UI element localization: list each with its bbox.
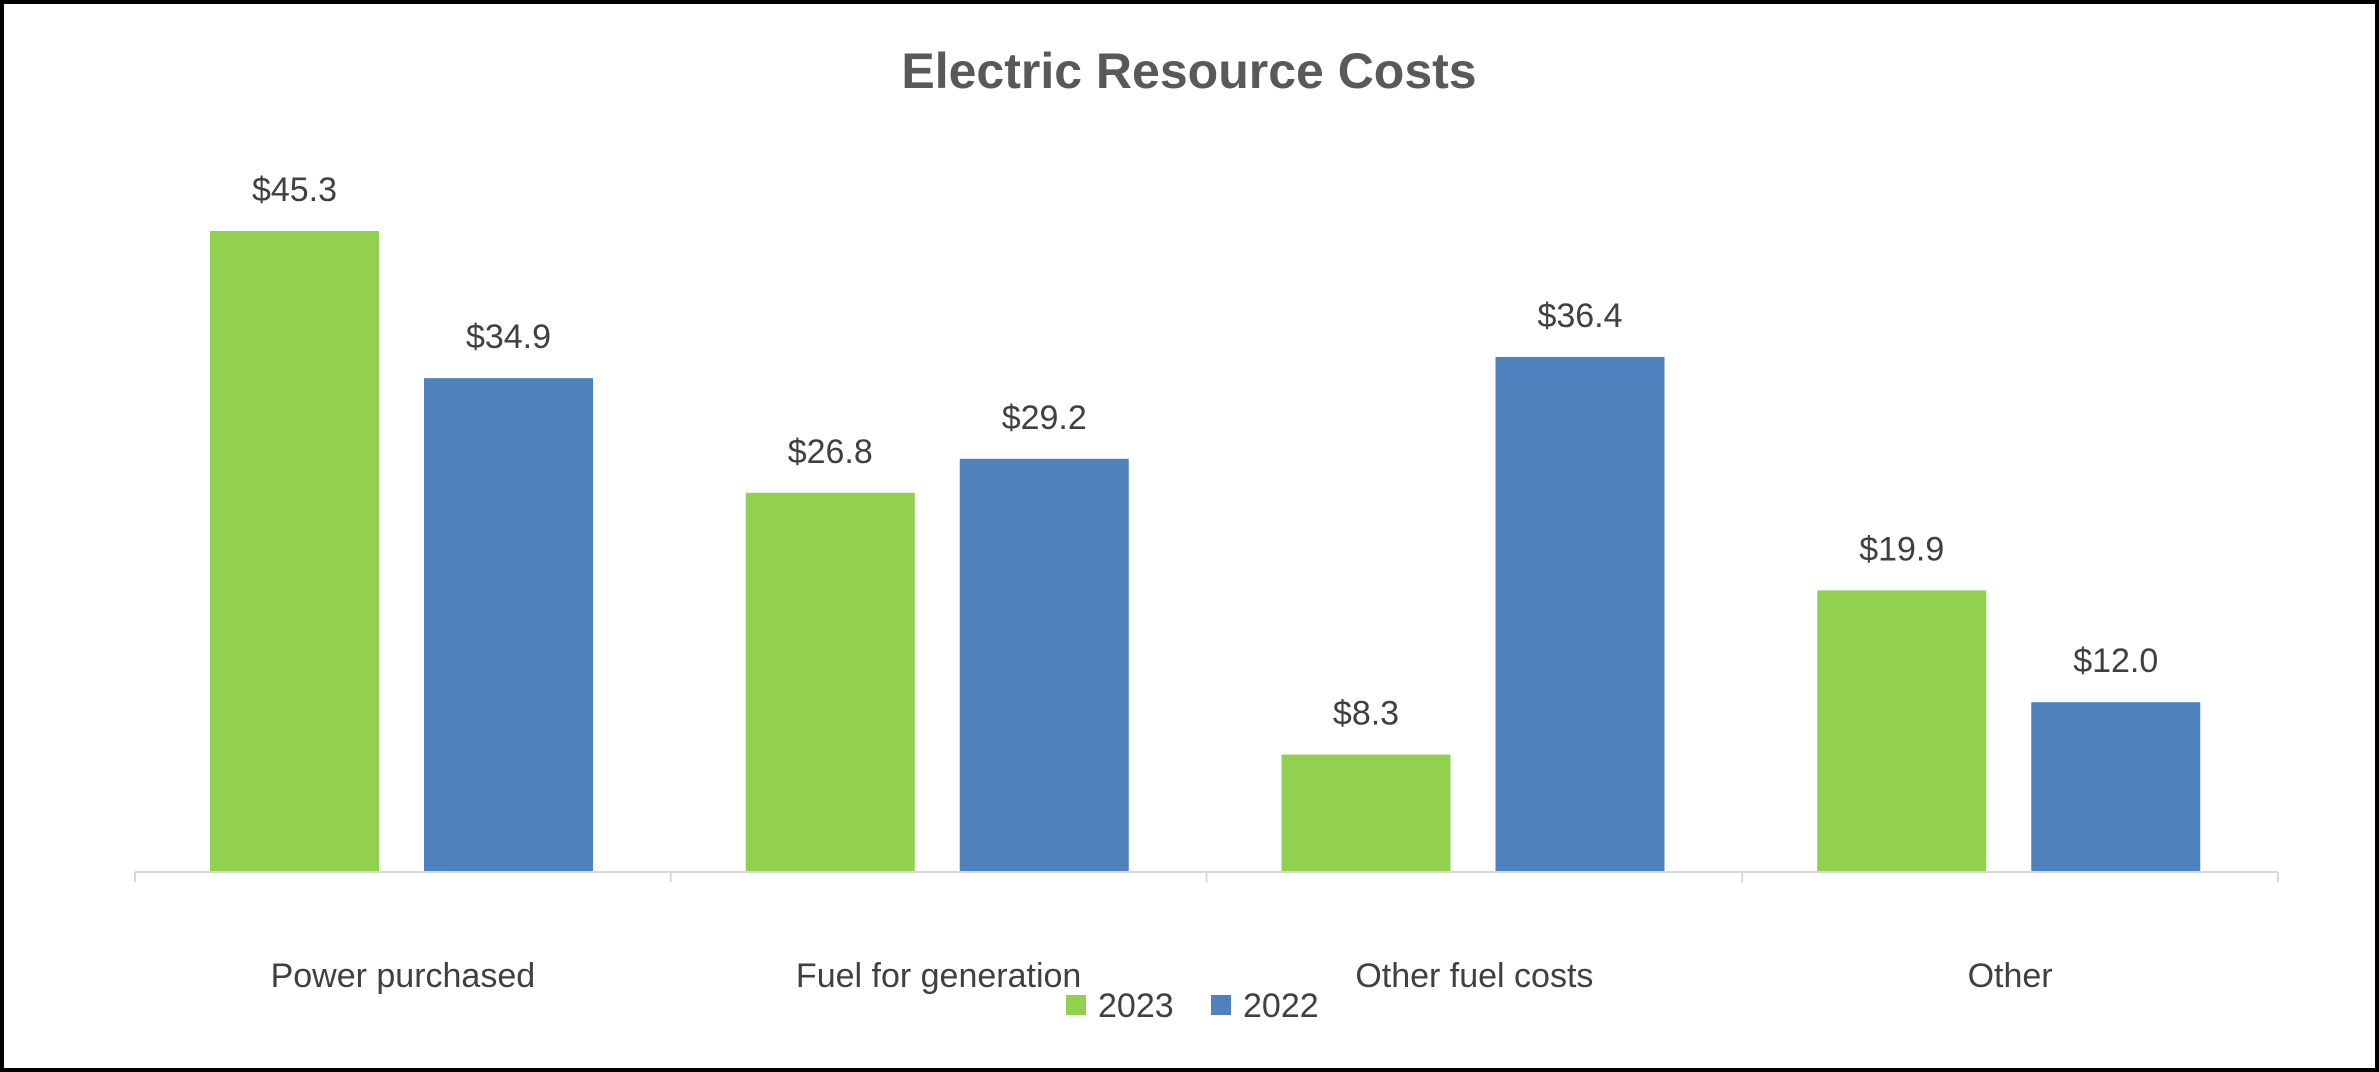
bars-group: [210, 231, 2201, 872]
x-axis: Power purchased Fuel for generation Other …: [134, 871, 2279, 995]
bar-2023-other-fuel-costs: [1281, 754, 1451, 872]
legend-label-2023: 2023: [1098, 987, 1174, 1025]
legend-swatch-2023: [1066, 995, 1086, 1015]
data-label-2022-power-purchased: $34.9: [466, 318, 551, 356]
data-label-2023-fuel-for-generation: $26.8: [788, 433, 873, 471]
data-label-2022-other-fuel-costs: $36.4: [1537, 297, 1622, 335]
bar-2022-power-purchased: [424, 378, 593, 872]
chart-title: Electric Resource Costs: [901, 43, 1476, 99]
x-tick-label-other-fuel-costs: Other fuel costs: [1355, 957, 1593, 995]
data-label-2023-other: $19.9: [1859, 530, 1944, 568]
legend: 2023 2022: [1066, 987, 1319, 1025]
bar-2022-fuel-for-generation: [959, 458, 1129, 872]
value-labels-group: $45.3 $34.9 $26.8 $29.2 $8.3 $36.4 $19.9 $12.0: [252, 171, 2158, 733]
x-tick-label-power-purchased: Power purchased: [271, 957, 536, 995]
bar-2023-power-purchased: [210, 231, 379, 872]
data-label-2023-other-fuel-costs: $8.3: [1333, 695, 1399, 733]
bar-2023-other: [1817, 590, 1987, 872]
legend-label-2022: 2022: [1243, 987, 1319, 1025]
bar-2022-other: [2031, 702, 2201, 872]
data-label-2022-other: $12.0: [2073, 642, 2158, 680]
legend-swatch-2022: [1211, 995, 1231, 1015]
x-tick-label-other: Other: [1968, 957, 2053, 995]
bar-2023-fuel-for-generation: [745, 492, 915, 872]
data-label-2022-fuel-for-generation: $29.2: [1002, 399, 1087, 437]
data-label-2023-power-purchased: $45.3: [252, 171, 337, 209]
x-tick-label-fuel-for-generation: Fuel for generation: [796, 957, 1081, 995]
bar-2022-other-fuel-costs: [1495, 356, 1665, 872]
